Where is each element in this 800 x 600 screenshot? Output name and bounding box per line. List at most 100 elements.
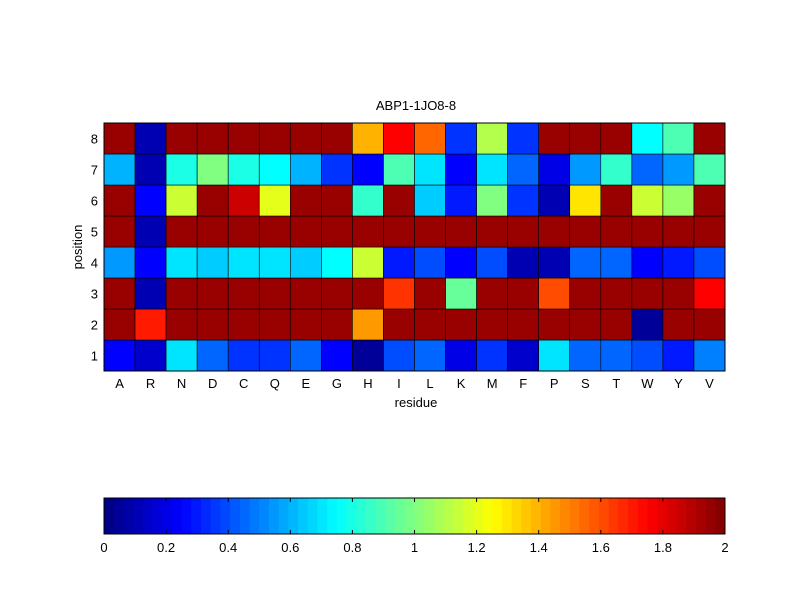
colorbar-segment	[385, 498, 396, 534]
heatmap-cell-C-5	[227, 215, 260, 248]
heatmap-cell-Y-1	[662, 339, 695, 372]
heatmap-cells	[103, 122, 726, 372]
heatmap-cell-M-8	[476, 122, 508, 155]
colorbar-tick-label: 0.6	[281, 540, 299, 555]
colorbar-segment	[162, 498, 173, 534]
heatmap-cell-F-3	[507, 277, 539, 310]
colorbar	[103, 497, 726, 535]
x-tick-label: M	[487, 376, 498, 391]
heatmap-cell-H-2	[352, 308, 384, 341]
colorbar-segment	[152, 498, 163, 534]
heatmap-cell-R-7	[134, 153, 167, 186]
y-tick-label: 1	[91, 349, 98, 364]
colorbar-segment	[259, 498, 270, 534]
y-tick-label: 4	[91, 256, 98, 271]
colorbar-segment	[278, 498, 289, 534]
x-tick-label: R	[146, 376, 155, 391]
y-axis-label: position	[70, 225, 85, 270]
colorbar-segment	[637, 498, 648, 534]
heatmap-cell-K-6	[445, 184, 477, 217]
heatmap-cell-W-1	[631, 339, 664, 372]
heatmap-cell-R-4	[134, 246, 167, 279]
x-tick-label: I	[397, 376, 401, 391]
heatmap-cell-I-5	[383, 215, 415, 248]
colorbar-segment	[142, 498, 153, 534]
heatmap-cell-V-5	[693, 215, 726, 248]
heatmap-cell-V-3	[693, 277, 726, 310]
heatmap-cell-Y-5	[662, 215, 695, 248]
heatmap-cell-P-4	[538, 246, 571, 279]
colorbar-segment	[550, 498, 561, 534]
colorbar-tick-label: 2	[721, 540, 728, 555]
colorbar-segment	[123, 498, 134, 534]
x-tick-label: Q	[270, 376, 280, 391]
heatmap-cell-S-1	[569, 339, 602, 372]
heatmap-cell-D-4	[196, 246, 229, 279]
heatmap-cell-C-4	[227, 246, 260, 279]
heatmap-cell-F-5	[507, 215, 539, 248]
heatmap-cell-N-5	[165, 215, 198, 248]
colorbar-segment	[249, 498, 260, 534]
heatmap-cell-F-6	[507, 184, 539, 217]
heatmap-cell-T-3	[600, 277, 633, 310]
colorbar-segment	[666, 498, 677, 534]
heatmap-cell-I-8	[383, 122, 415, 155]
colorbar-segment	[210, 498, 221, 534]
colorbar-segment	[375, 498, 386, 534]
heatmap-cell-V-1	[693, 339, 726, 372]
heatmap-cell-D-7	[196, 153, 229, 186]
colorbar-tick-label: 1	[411, 540, 418, 555]
y-tick-label: 6	[91, 194, 98, 209]
heatmap-cell-Q-1	[258, 339, 291, 372]
colorbar-segment	[569, 498, 580, 534]
y-tick-label: 3	[91, 287, 98, 302]
colorbar-segment	[627, 498, 639, 534]
colorbar-segment	[201, 498, 212, 534]
heatmap-cell-W-2	[631, 308, 664, 341]
heatmap-cell-F-2	[507, 308, 539, 341]
heatmap-cell-E-2	[289, 308, 322, 341]
heatmap-cell-N-3	[165, 277, 198, 310]
heatmap-cell-N-4	[165, 246, 198, 279]
colorbar-segment	[230, 498, 241, 534]
heatmap-cell-D-5	[196, 215, 229, 248]
heatmap-cell-T-1	[600, 339, 633, 372]
heatmap-cell-K-4	[445, 246, 477, 279]
colorbar-segment	[453, 498, 464, 534]
colorbar-tick-label: 1.8	[654, 540, 672, 555]
colorbar-segment	[346, 498, 357, 534]
colorbar-segment	[443, 498, 454, 534]
x-tick-label: T	[612, 376, 620, 391]
y-tick-labels: 1 2 3 4 5 6 7 8	[91, 132, 98, 364]
heatmap-cell-D-1	[196, 339, 229, 372]
heatmap-cell-G-4	[321, 246, 353, 279]
heatmap-cell-Y-3	[662, 277, 695, 310]
colorbar-segment	[657, 498, 668, 534]
heatmap-cell-G-8	[321, 122, 353, 155]
heatmap-cell-L-7	[414, 153, 446, 186]
heatmap-cell-Y-8	[662, 122, 695, 155]
colorbar-segment	[298, 498, 309, 534]
colorbar-tick-labels: 0 0.2 0.4 0.6 0.8 1 1.2 1.4 1.6 1.8 2	[100, 540, 728, 555]
heatmap-cell-R-3	[134, 277, 167, 310]
colorbar-tick-label: 0.2	[157, 540, 175, 555]
colorbar-segment	[501, 498, 512, 534]
y-tick-label: 2	[91, 318, 98, 333]
colorbar-segment	[482, 498, 493, 534]
heatmap-cell-T-8	[600, 122, 633, 155]
heatmap-cell-V-7	[693, 153, 726, 186]
colorbar-tick-label: 1.4	[530, 540, 548, 555]
heatmap-cell-D-2	[196, 308, 229, 341]
colorbar-tick-label: 0.4	[219, 540, 237, 555]
heatmap-cell-K-3	[445, 277, 477, 310]
heatmap-cell-W-5	[631, 215, 664, 248]
heatmap-cell-F-8	[507, 122, 539, 155]
heatmap-cell-I-6	[383, 184, 415, 217]
x-tick-label: V	[705, 376, 714, 391]
heatmap-cell-M-2	[476, 308, 508, 341]
colorbar-segment	[511, 498, 522, 534]
colorbar-tick-label: 0.8	[343, 540, 361, 555]
heatmap-cell-H-4	[352, 246, 384, 279]
heatmap-cell-P-7	[538, 153, 571, 186]
